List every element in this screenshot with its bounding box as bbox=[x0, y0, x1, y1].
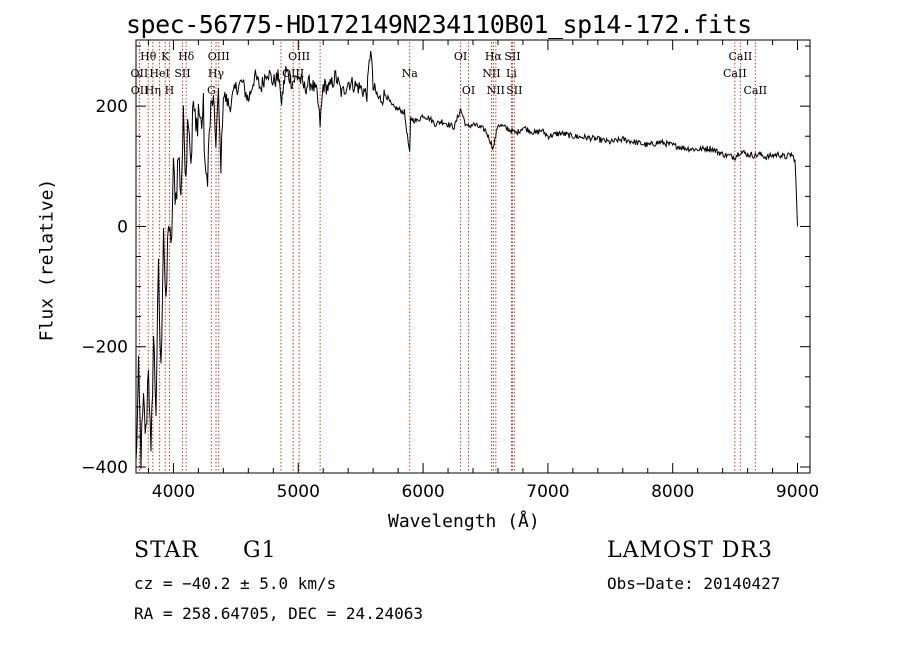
line-label-OIII-4959: OIII bbox=[282, 67, 304, 80]
y-tick-label: −400 bbox=[81, 458, 128, 478]
chart-title: spec-56775-HD172149N234110B01_sp14-172.f… bbox=[126, 10, 752, 39]
survey-name: LAMOST DR3 bbox=[607, 538, 773, 563]
x-tick-label: 9000 bbox=[776, 482, 819, 502]
line-label-SII-6716: SII bbox=[504, 50, 520, 63]
line-label-Hδ: Hδ bbox=[178, 50, 195, 63]
line-label-HeI: HeI bbox=[149, 67, 169, 80]
x-tick-label: 8000 bbox=[651, 482, 694, 502]
line-label-Hθ: Hθ bbox=[140, 50, 157, 63]
y-tick-label: 0 bbox=[117, 217, 128, 237]
line-label-OI-6300: OI bbox=[454, 50, 467, 63]
axis-tick-labels: 4000 5000 6000 7000 8000 9000 −400 −200 0 200 bbox=[81, 97, 819, 502]
line-label-NII-6548: NII bbox=[482, 67, 500, 80]
line-label-K: K bbox=[161, 50, 170, 63]
x-tick-label: 5000 bbox=[277, 482, 320, 502]
line-label-Hα: Hα bbox=[485, 50, 503, 63]
obs-date: Obs−Date: 20140427 bbox=[607, 574, 781, 593]
line-label-SII-blue: SII bbox=[174, 67, 190, 80]
redshift-cz: cz = −40.2 ± 5.0 km/s bbox=[134, 574, 337, 593]
x-tick-label: 7000 bbox=[526, 482, 569, 502]
line-label-H: H bbox=[165, 84, 175, 97]
spectral-line-labels: OII OII Hθ Hη HeI K H SII Hδ G Hγ OIII OIII OIII Na OI O… bbox=[131, 50, 768, 97]
line-label-SII-6731: SII bbox=[506, 84, 522, 97]
line-label-Hη: Hη bbox=[145, 84, 161, 97]
object-class: STAR bbox=[134, 538, 199, 563]
y-tick-label: −200 bbox=[81, 338, 128, 358]
line-label-Li: Li bbox=[506, 67, 517, 80]
x-tick-label: 4000 bbox=[152, 482, 195, 502]
axis-ticks bbox=[136, 40, 810, 473]
line-label-Hγ: Hγ bbox=[208, 67, 225, 80]
spectral-line-markers bbox=[138, 42, 756, 473]
y-axis-label: Flux (relative) bbox=[36, 178, 58, 342]
line-label-CaII-8498: CaII bbox=[723, 67, 747, 80]
line-label-Na: Na bbox=[402, 67, 419, 80]
spectrum-series bbox=[135, 51, 798, 469]
spectrum-line bbox=[135, 51, 798, 469]
line-label-G: G bbox=[207, 84, 216, 97]
object-subclass: G1 bbox=[243, 538, 277, 563]
y-tick-label: 200 bbox=[96, 97, 128, 117]
line-label-OI-6364: OI bbox=[462, 84, 475, 97]
line-label-OII-a: OII bbox=[131, 67, 149, 80]
x-tick-label: 6000 bbox=[401, 482, 444, 502]
line-label-OIII-5007: OIII bbox=[288, 50, 310, 63]
line-label-CaII-8662: CaII bbox=[743, 84, 767, 97]
line-label-CaII-8542: CaII bbox=[729, 50, 753, 63]
line-label-NII-6583: NII bbox=[487, 84, 505, 97]
plot-frame bbox=[135, 39, 811, 474]
x-axis-label: Wavelength (Å) bbox=[388, 511, 540, 532]
coordinates: RA = 258.64705, DEC = 24.24063 bbox=[134, 604, 423, 623]
line-label-OII-b: OII bbox=[131, 84, 149, 97]
line-label-OIII-4363: OIII bbox=[208, 50, 230, 63]
